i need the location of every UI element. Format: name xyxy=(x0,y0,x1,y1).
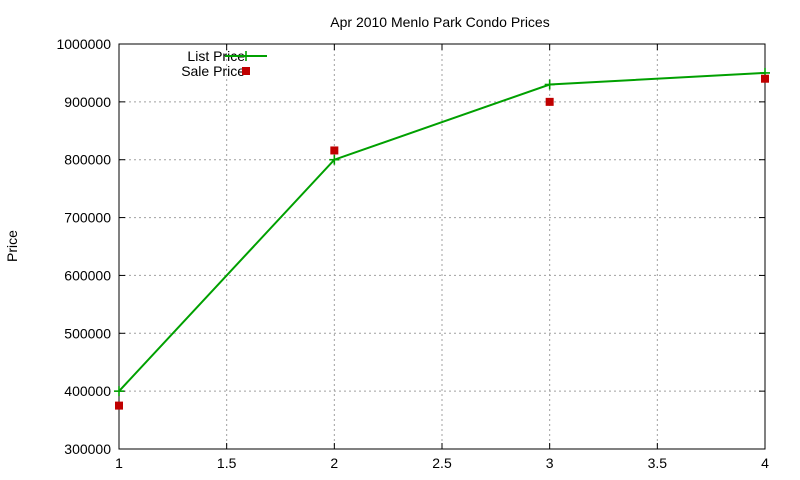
list-price-line xyxy=(118,71,766,392)
x-tick-label: 1.5 xyxy=(217,455,237,471)
legend-label: Sale Price xyxy=(181,63,245,79)
y-tick-label: 900000 xyxy=(64,94,111,110)
sale-price-point xyxy=(330,146,339,155)
y-tick-label: 500000 xyxy=(64,325,111,341)
y-tick-label: 800000 xyxy=(64,152,111,168)
y-tick-label: 700000 xyxy=(64,210,111,226)
y-axis-label: Price xyxy=(4,230,20,262)
legend-square-marker xyxy=(242,67,250,75)
sale-price-point xyxy=(761,74,769,83)
plot-frame xyxy=(118,43,766,450)
x-tick-label: 2.5 xyxy=(432,455,452,471)
legend-label: List Price xyxy=(187,48,245,64)
list-price-point xyxy=(544,79,555,90)
x-tick-label: 3.5 xyxy=(648,455,668,471)
chart-title: Apr 2010 Menlo Park Condo Prices xyxy=(330,14,549,30)
data-series xyxy=(114,67,770,410)
y-tick-label: 600000 xyxy=(64,267,111,283)
x-tick-label: 4 xyxy=(761,455,769,471)
y-tick-label: 300000 xyxy=(64,441,111,457)
sale-price-point xyxy=(545,97,554,106)
list-price-point xyxy=(114,386,124,397)
grid xyxy=(119,44,765,449)
legend-plus-marker xyxy=(241,51,251,61)
y-tick-label: 400000 xyxy=(64,383,111,399)
x-tick-label: 1 xyxy=(115,455,123,471)
sale-price-point xyxy=(115,401,123,410)
list-price-point xyxy=(329,154,340,165)
y-tick-label: 1000000 xyxy=(56,36,111,52)
x-tick-label: 3 xyxy=(546,455,554,471)
tick-labels: 1 1.5 2 2.5 3 3.5 4 300000 400000 500000 600000 700… xyxy=(56,36,769,471)
x-tick-label: 2 xyxy=(330,455,338,471)
